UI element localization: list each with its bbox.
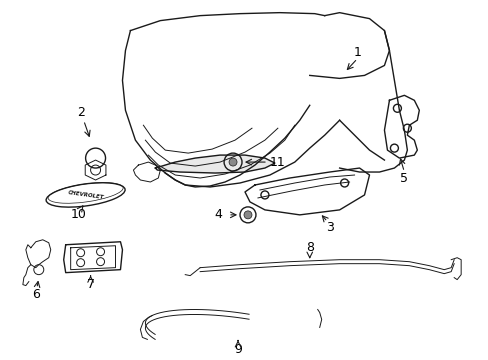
Text: 10: 10 — [71, 208, 86, 221]
Circle shape — [244, 211, 251, 219]
Text: 1: 1 — [353, 46, 361, 59]
Text: 7: 7 — [86, 278, 94, 291]
Text: 4: 4 — [214, 208, 222, 221]
Text: 2: 2 — [77, 106, 84, 119]
Text: 8: 8 — [305, 241, 313, 254]
Polygon shape — [155, 155, 274, 173]
Circle shape — [228, 158, 237, 166]
Text: 11: 11 — [269, 156, 285, 168]
Text: 9: 9 — [234, 343, 242, 356]
Text: 6: 6 — [32, 288, 40, 301]
Text: 3: 3 — [325, 221, 333, 234]
Text: CHEVROLET: CHEVROLET — [67, 190, 104, 200]
Text: 5: 5 — [400, 171, 407, 185]
